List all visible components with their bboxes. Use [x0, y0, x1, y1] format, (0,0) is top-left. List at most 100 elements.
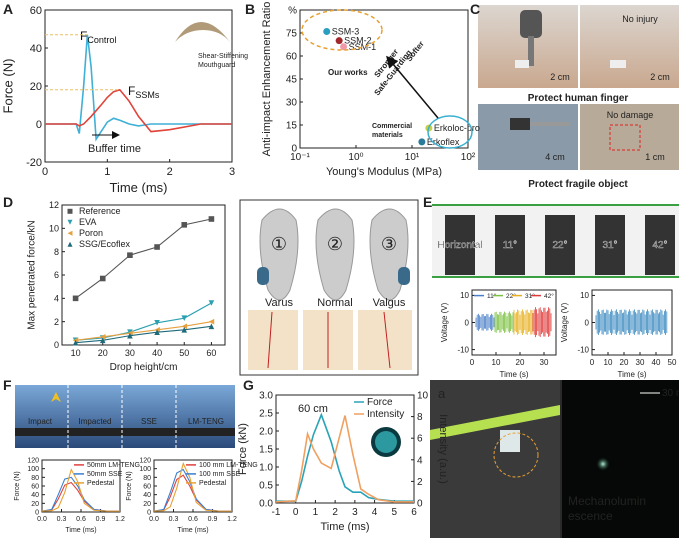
- point-marker: [99, 334, 106, 340]
- x-tick-label: 50: [668, 358, 677, 367]
- y-tick-label: 0.0: [259, 499, 273, 510]
- x-tick-label: 0.9: [96, 516, 106, 523]
- trend-arrow: [386, 55, 439, 119]
- insole-label: Normal: [317, 297, 352, 309]
- x-axis-label: Drop height/cm: [110, 362, 178, 373]
- legend-label: 22°: [506, 292, 516, 300]
- y2-tick-label: 6: [417, 434, 423, 445]
- x-tick-label: 60: [206, 348, 216, 358]
- x-tick-label: 1.2: [227, 516, 237, 523]
- y-axis-label: Voltage (V): [560, 302, 569, 342]
- x-tick-label: 0.6: [188, 516, 198, 523]
- x-tick-label: 5: [392, 507, 398, 518]
- legend-marker: [67, 219, 73, 225]
- y-tick-label: 2: [54, 317, 59, 327]
- annotation: Our works: [328, 68, 368, 77]
- x-tick-label: 2: [332, 507, 338, 518]
- x-tick-label: -1: [272, 507, 281, 518]
- x-axis-label: Time (ms): [177, 527, 208, 534]
- angle-label: 31°: [602, 240, 617, 251]
- x-tick-label: 0.9: [208, 516, 218, 523]
- caption: escence: [568, 509, 613, 523]
- y-axis-label: Force (N): [126, 471, 133, 501]
- annotation-sub: SSMs: [135, 90, 160, 100]
- y-tick-label: 60: [286, 52, 298, 63]
- y-tick-label: 80: [31, 475, 39, 482]
- photos-e: [432, 204, 679, 278]
- photo-text: 2 cm: [650, 72, 670, 82]
- x-tick-label: 10⁰: [348, 152, 363, 163]
- point: [418, 138, 426, 146]
- x-tick-label: 10¹: [405, 152, 420, 163]
- x-tick-label: 0: [590, 358, 595, 367]
- y-axis-label: Force (kN): [237, 423, 249, 475]
- x-tick-label: 0.3: [57, 516, 67, 523]
- photo-text: No injury: [622, 14, 658, 24]
- y-tick-label: 1.5: [259, 445, 273, 456]
- y2-tick-label: 0: [417, 499, 423, 510]
- panel-label: E: [423, 194, 432, 210]
- photo-label: Impacted: [79, 417, 112, 426]
- legend-label: 42°: [544, 292, 554, 300]
- y-tick-label: 0: [35, 509, 39, 516]
- y-tick-label: 40: [31, 492, 39, 499]
- x-tick-label: 4: [372, 507, 378, 518]
- x-tick-label: 0: [470, 358, 475, 367]
- angle-label: Horizontal: [437, 240, 482, 251]
- photo-text: 4 cm: [545, 152, 565, 162]
- series-line: [75, 302, 212, 341]
- x-tick-label: 20: [620, 358, 629, 367]
- angle-label: 11°: [503, 240, 517, 251]
- y-axis-label: Voltage (V): [440, 302, 449, 342]
- legend-marker: [67, 230, 73, 236]
- annotation: FSSMs: [128, 84, 160, 100]
- point: [323, 27, 331, 35]
- x-tick-label: 30: [125, 348, 135, 358]
- legend-label: Intensity: [367, 409, 404, 420]
- scale-label: 30 mm: [662, 388, 679, 399]
- x-tick-label: 30: [636, 358, 645, 367]
- photo-text: 2 cm: [550, 72, 570, 82]
- point-label: Erkoloc-pro: [434, 123, 480, 133]
- legend-label: 31°: [525, 292, 535, 300]
- inset-glow: [375, 431, 397, 453]
- insole-label: Varus: [265, 297, 293, 309]
- photo-text: No damage: [607, 110, 654, 120]
- x-axis-label: Time (s): [499, 370, 528, 379]
- legend-label: 50mm SSE: [87, 471, 123, 478]
- point-marker: [99, 337, 106, 344]
- legend-label: 100 mm SSE: [199, 471, 241, 478]
- x-tick-label: 0.0: [149, 516, 159, 523]
- annotation-sub: Control: [87, 35, 116, 45]
- group-ellipse: [427, 115, 473, 149]
- x-axis-label: Time (ms): [320, 521, 369, 533]
- y-tick-label: 60: [143, 483, 151, 490]
- y-tick-label: 10: [580, 291, 589, 300]
- legend-label: Pedestal: [87, 480, 115, 487]
- annotation-main: F: [128, 84, 135, 98]
- y-axis-label: Anti-impact Enhancement Ratio: [261, 2, 273, 157]
- y-tick-label: 0: [465, 318, 470, 327]
- point-marker: [208, 318, 215, 325]
- y-tick-label: 10: [49, 223, 59, 233]
- x-tick-label: 10²: [461, 152, 476, 163]
- annotation-main: F: [80, 29, 87, 43]
- series-line: [275, 415, 414, 503]
- y-axis-label: Force (N): [1, 59, 16, 114]
- photo-label: a: [438, 386, 446, 401]
- point-marker: [181, 323, 188, 330]
- y-tick-label: 0: [585, 318, 590, 327]
- panel-label: D: [3, 194, 13, 210]
- y-tick-label: 40: [30, 43, 42, 55]
- point-marker: [127, 332, 133, 339]
- y-axis-label: Max penetrated force/kN: [26, 220, 37, 330]
- x-tick-label: 0.6: [76, 516, 86, 523]
- point-marker: [127, 252, 133, 258]
- group-ellipse: [301, 9, 383, 51]
- insole-number: ①: [271, 234, 287, 254]
- y-tick-label: 8: [54, 247, 59, 257]
- angle-label: 42°: [652, 240, 667, 251]
- x-tick-label: 1: [104, 166, 110, 178]
